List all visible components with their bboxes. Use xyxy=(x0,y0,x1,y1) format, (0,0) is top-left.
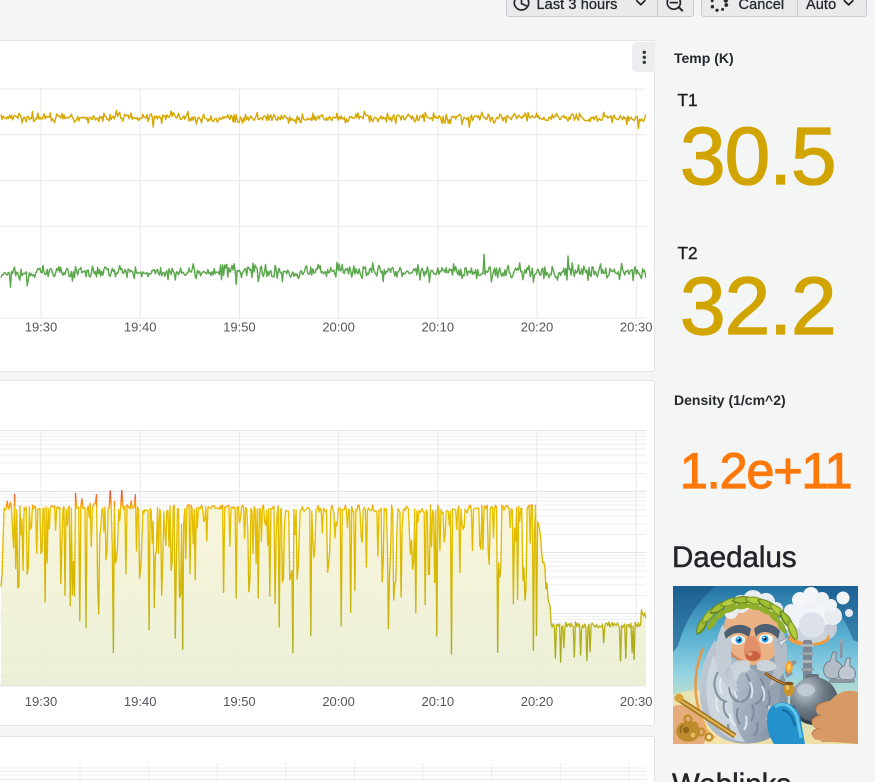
svg-text:20:20: 20:20 xyxy=(521,694,554,709)
svg-text:20:00: 20:00 xyxy=(322,319,355,334)
svg-text:20:10: 20:10 xyxy=(422,319,455,334)
svg-text:20:20: 20:20 xyxy=(521,319,554,334)
svg-text:20:30: 20:30 xyxy=(620,319,653,334)
svg-text:19:40: 19:40 xyxy=(124,319,157,334)
svg-text:19:30: 19:30 xyxy=(25,694,58,709)
svg-text:20:30: 20:30 xyxy=(620,694,653,709)
svg-text:20:00: 20:00 xyxy=(322,694,355,709)
svg-text:19:40: 19:40 xyxy=(124,694,157,709)
svg-text:19:50: 19:50 xyxy=(223,319,256,334)
svg-text:19:50: 19:50 xyxy=(223,694,256,709)
svg-text:20:10: 20:10 xyxy=(422,694,455,709)
svg-text:19:30: 19:30 xyxy=(25,319,58,334)
